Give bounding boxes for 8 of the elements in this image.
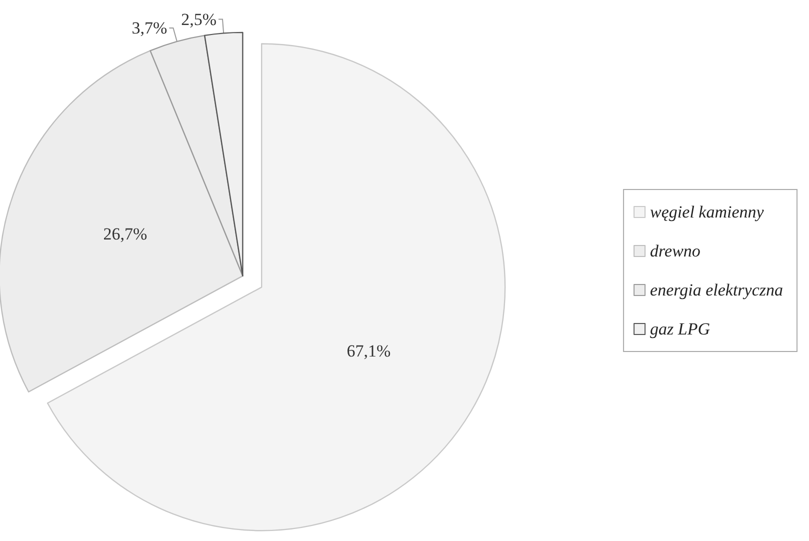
legend-label: energia elektryczna (650, 280, 784, 300)
legend-label: drewno (650, 242, 700, 260)
legend-label: gaz LPG (650, 320, 710, 338)
data-label: 2,5% (181, 10, 216, 29)
data-label: 3,7% (132, 18, 168, 38)
data-label: 26,7% (103, 224, 148, 244)
legend-label: węgiel kamienny (650, 202, 764, 222)
data-label: 67,1% (346, 341, 391, 360)
